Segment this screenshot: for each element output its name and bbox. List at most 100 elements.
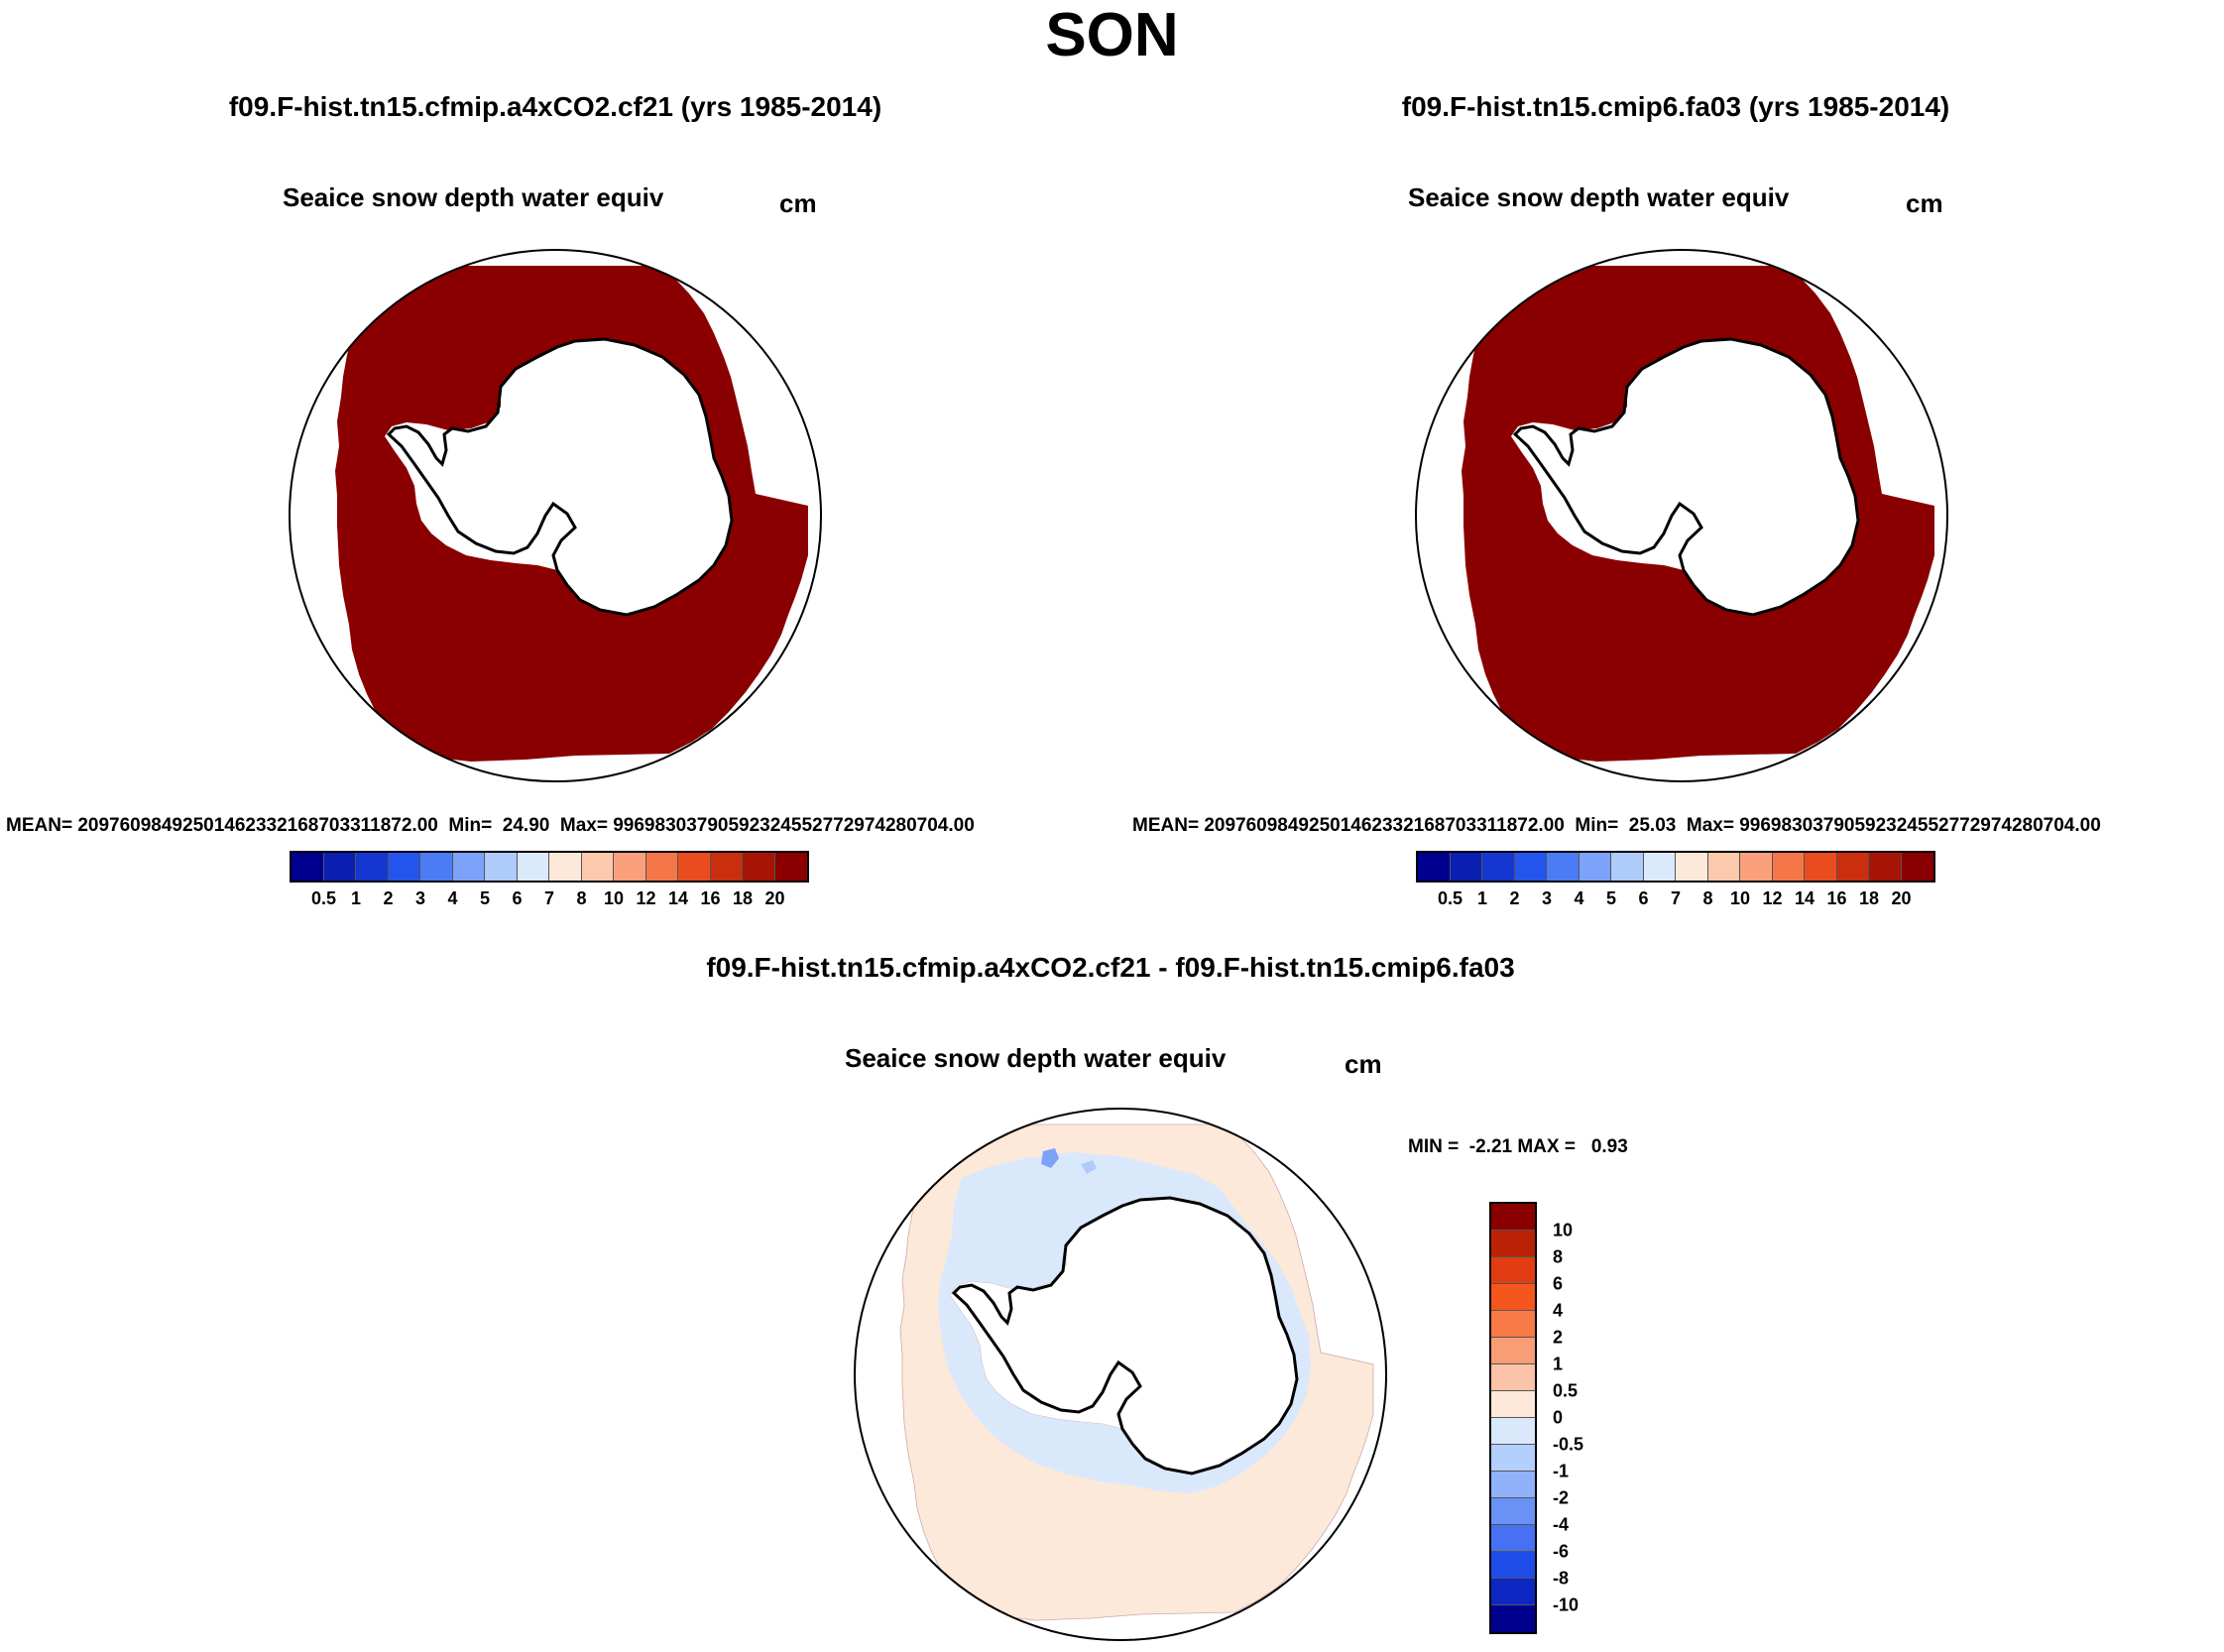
right-statistics: MEAN= 20976098492501462332168703311872.0… (1132, 815, 2101, 836)
colorbar-swatch (388, 853, 420, 881)
left-polar-map (289, 249, 822, 782)
colorbar-label: 12 (636, 888, 656, 908)
colorbar-label: -8 (1553, 1568, 1570, 1589)
right-snow-depth-field (1462, 266, 1934, 762)
colorbar-label: 20 (1891, 888, 1912, 908)
difference-min-value: -2.21 (1468, 1136, 1513, 1157)
colorbar-label: 7 (543, 888, 555, 908)
left-colorbar (290, 851, 809, 883)
colorbar-swatch (1869, 853, 1902, 881)
colorbar-label: -6 (1553, 1541, 1570, 1562)
colorbar-swatch (1643, 853, 1676, 881)
colorbar-swatch (549, 853, 582, 881)
difference-colorbar-labels: 10 8 6 4 2 1 0.5 0 -0.5 -1 -2 -4 -6 -8 -10 (1553, 1204, 1612, 1632)
colorbar-label: 4 (447, 888, 458, 908)
colorbar-swatch (1491, 1311, 1535, 1338)
left-units-label: cm (779, 188, 817, 218)
colorbar-label: 4 (1574, 888, 1584, 908)
difference-negative-field (938, 1152, 1311, 1493)
right-polar-map (1415, 249, 1948, 782)
difference-run-title: f09.F-hist.tn15.cfmip.a4xCO2.cf21 - f09.… (706, 952, 1515, 983)
colorbar-swatch (517, 853, 549, 881)
colorbar-label: 16 (700, 888, 721, 908)
left-antarctica-coast (386, 337, 734, 617)
colorbar-swatch (743, 853, 775, 881)
colorbar-swatch (1676, 853, 1708, 881)
colorbar-label: 8 (576, 888, 587, 908)
right-variable-title: Seaice snow depth water equiv (1408, 182, 1790, 212)
colorbar-swatch (1491, 1204, 1535, 1231)
right-colorbar (1416, 851, 1935, 883)
difference-units-label: cm (1345, 1049, 1382, 1079)
right-colorbar-labels: 0.5 1 2 3 4 5 6 7 8 10 12 14 16 18 20 (1416, 888, 1935, 912)
colorbar-swatch (1491, 1472, 1535, 1498)
colorbar-label: 10 (603, 888, 625, 908)
colorbar-swatch (1836, 853, 1869, 881)
colorbar-label: 14 (667, 888, 689, 908)
colorbar-swatch (1740, 853, 1773, 881)
figure-title: SON (1045, 1, 1179, 69)
colorbar-swatch (1491, 1284, 1535, 1311)
colorbar-swatch (1707, 853, 1740, 881)
colorbar-swatch (1579, 853, 1611, 881)
left-colorbar-labels: 0.5 1 2 3 4 5 6 7 8 10 12 14 16 18 20 (290, 888, 809, 912)
colorbar-swatch (1491, 1445, 1535, 1472)
colorbar-label: 2 (1509, 888, 1520, 908)
difference-max-value: 0.93 (1590, 1136, 1628, 1157)
colorbar-label: 0.5 (1437, 888, 1463, 908)
colorbar-label: 12 (1762, 888, 1783, 908)
colorbar-swatch (1547, 853, 1580, 881)
difference-strong-negative-patch (1081, 1160, 1097, 1174)
colorbar-swatch (1450, 853, 1482, 881)
right-mean-value: 20976098492501462332168703311872.00 (1204, 815, 1565, 836)
colorbar-label: 16 (1826, 888, 1847, 908)
colorbar-label: -2 (1553, 1487, 1570, 1508)
colorbar-swatch (1772, 853, 1805, 881)
colorbar-label: 3 (1541, 888, 1553, 908)
colorbar-label: 0.5 (310, 888, 337, 908)
colorbar-swatch (1491, 1605, 1535, 1632)
colorbar-swatch (452, 853, 485, 881)
colorbar-label: 3 (414, 888, 426, 908)
colorbar-label: 10 (1729, 888, 1751, 908)
colorbar-swatch (323, 853, 356, 881)
colorbar-label: -0.5 (1553, 1434, 1584, 1455)
right-run-title: f09.F-hist.tn15.cmip6.fa03 (yrs 1985-201… (1401, 91, 1950, 122)
colorbar-swatch (1491, 1498, 1535, 1525)
right-antarctica-coast (1512, 337, 1860, 617)
colorbar-swatch (1611, 853, 1644, 881)
colorbar-swatch (1514, 853, 1547, 881)
right-units-label: cm (1906, 188, 1943, 218)
colorbar-label: -10 (1553, 1594, 1580, 1615)
colorbar-label: 8 (1702, 888, 1713, 908)
colorbar-label: 1 (1553, 1354, 1564, 1374)
colorbar-swatch (292, 853, 324, 881)
colorbar-label: 6 (1553, 1273, 1564, 1294)
colorbar-label: 14 (1794, 888, 1815, 908)
colorbar-swatch (1901, 853, 1933, 881)
colorbar-swatch (1491, 1579, 1535, 1605)
left-min-value: 24.90 (502, 815, 550, 836)
colorbar-label: 2 (383, 888, 394, 908)
colorbar-swatch (678, 853, 711, 881)
colorbar-label: 10 (1553, 1220, 1574, 1240)
colorbar-swatch (645, 853, 678, 881)
colorbar-swatch (1805, 853, 1837, 881)
colorbar-label: 2 (1553, 1327, 1564, 1348)
colorbar-swatch (1491, 1257, 1535, 1284)
colorbar-label: 1 (350, 888, 362, 908)
colorbar-swatch (1491, 1231, 1535, 1257)
difference-min-max: MIN = -2.21 MAX = 0.93 (1408, 1136, 1628, 1157)
difference-antarctica-coast (951, 1196, 1299, 1475)
colorbar-swatch (710, 853, 743, 881)
colorbar-label: 0.5 (1553, 1380, 1579, 1401)
colorbar-label: 8 (1553, 1246, 1564, 1267)
colorbar-label: 6 (1638, 888, 1649, 908)
colorbar-label: 20 (764, 888, 785, 908)
colorbar-swatch (1491, 1364, 1535, 1391)
colorbar-swatch (614, 853, 646, 881)
difference-colorbar (1489, 1202, 1537, 1634)
colorbar-label: 0 (1553, 1407, 1564, 1428)
colorbar-label: 4 (1553, 1300, 1564, 1321)
colorbar-swatch (1491, 1418, 1535, 1445)
